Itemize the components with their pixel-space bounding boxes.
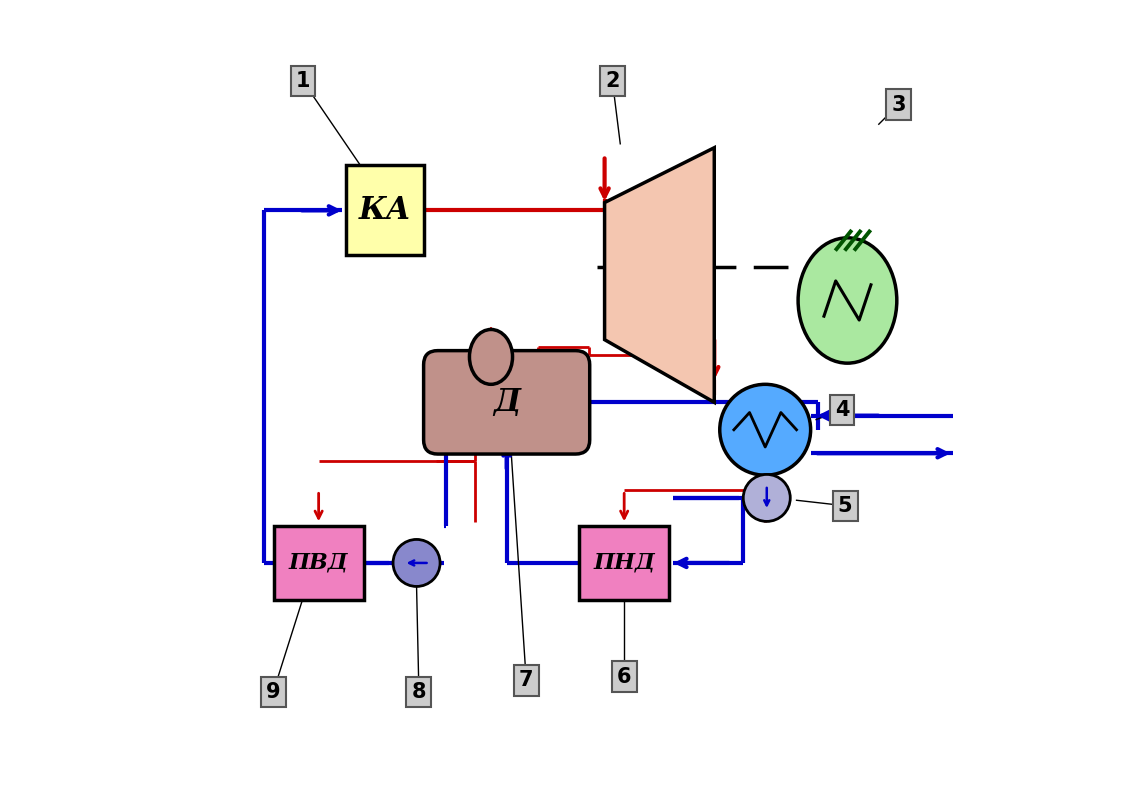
Polygon shape (604, 148, 714, 402)
Text: 4: 4 (834, 400, 849, 421)
Text: 8: 8 (412, 682, 426, 702)
Bar (274, 525, 364, 600)
Text: 9: 9 (266, 682, 281, 702)
Text: Д: Д (493, 387, 520, 418)
Text: 6: 6 (617, 667, 631, 686)
Text: 5: 5 (838, 495, 852, 516)
Circle shape (743, 474, 791, 522)
Text: ПВД: ПВД (289, 552, 348, 574)
Text: 1: 1 (295, 71, 310, 91)
Ellipse shape (798, 237, 897, 363)
Text: ПНД: ПНД (593, 552, 655, 574)
Ellipse shape (469, 330, 512, 384)
FancyBboxPatch shape (423, 350, 590, 454)
Text: 3: 3 (892, 95, 905, 114)
Circle shape (393, 540, 440, 586)
Text: КА: КА (359, 195, 411, 226)
Bar (579, 525, 669, 600)
Circle shape (720, 384, 811, 475)
Text: 2: 2 (605, 71, 620, 91)
Text: 7: 7 (519, 671, 533, 690)
Bar (346, 166, 424, 256)
